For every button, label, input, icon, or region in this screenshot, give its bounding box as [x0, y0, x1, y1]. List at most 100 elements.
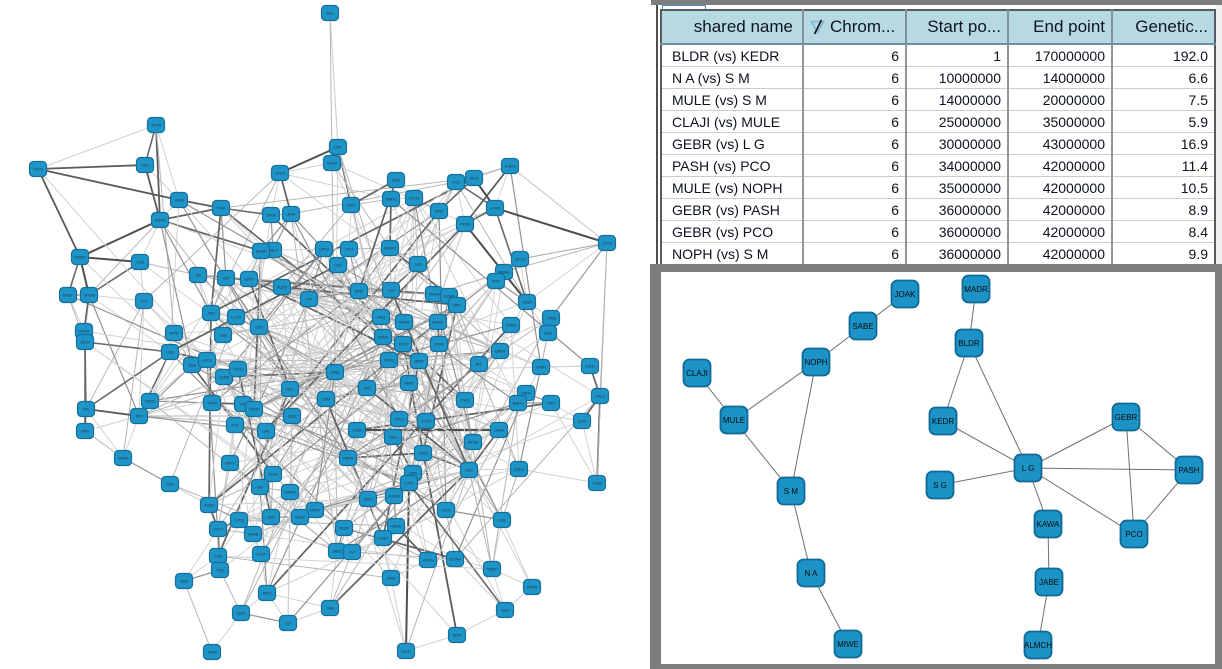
svg-text:SDLL: SDLL [326, 11, 336, 16]
svg-text:BPSF: BPSF [414, 359, 424, 364]
svg-text:RVFY: RVFY [225, 461, 235, 466]
svg-text:TTBJ: TTBJ [216, 568, 225, 573]
svg-text:UJF: UJF [415, 262, 422, 267]
svg-text:XJDG: XJDG [418, 451, 428, 456]
svg-text:EGMR: EGMR [256, 249, 267, 254]
svg-text:VBFH: VBFH [521, 391, 531, 396]
svg-text:CGE: CGE [498, 518, 506, 523]
svg-text:DFLW: DFLW [275, 171, 285, 176]
svg-text:RTT: RTT [136, 414, 144, 419]
svg-text:BPL: BPL [476, 362, 484, 367]
svg-text:VXDH: VXDH [434, 342, 444, 347]
svg-text:FIYD: FIYD [399, 342, 407, 347]
svg-text:ZDDK: ZDDK [378, 335, 388, 340]
svg-text:PASH: PASH [1178, 466, 1199, 475]
svg-text:QAL: QAL [262, 429, 270, 434]
svg-text:HYVM: HYVM [490, 206, 500, 211]
svg-text:TBLA: TBLA [269, 248, 278, 253]
svg-text:QZXI: QZXI [237, 611, 245, 616]
svg-text:ZVJ: ZVJ [349, 550, 356, 555]
svg-text:NWOP: NWOP [74, 255, 86, 260]
svg-text:AIG: AIG [257, 485, 263, 490]
svg-text:LEX: LEX [285, 621, 292, 626]
svg-text:CJCQ: CJCQ [234, 518, 244, 523]
svg-text:YYGX: YYGX [421, 419, 432, 424]
svg-text:QSA: QSA [188, 363, 196, 368]
svg-text:IKJK: IKJK [492, 279, 500, 284]
svg-text:AFPL: AFPL [263, 591, 273, 596]
svg-text:VJG: VJG [240, 402, 247, 407]
svg-text:XVXF: XVXF [256, 552, 266, 557]
svg-text:GZX: GZX [255, 325, 263, 330]
svg-text:SABE: SABE [852, 322, 873, 331]
svg-text:UCWD: UCWD [443, 294, 455, 299]
svg-text:TQGX: TQGX [249, 407, 260, 412]
svg-text:WIC: WIC [466, 468, 473, 473]
svg-text:VEHJ: VEHJ [363, 497, 372, 502]
svg-text:OALG: OALG [595, 394, 605, 399]
svg-text:SHQ: SHQ [377, 315, 385, 320]
svg-text:JBO: JBO [208, 311, 215, 316]
svg-text:WTBG: WTBG [423, 558, 434, 563]
svg-text:KDH: KDH [141, 163, 149, 168]
svg-text:XWYH: XWYH [429, 292, 440, 297]
svg-text:LVU: LVU [388, 288, 395, 293]
svg-text:DEY: DEY [286, 387, 294, 392]
svg-text:ORGN: ORGN [84, 293, 95, 298]
svg-text:WLCZ: WLCZ [515, 257, 526, 262]
svg-text:LYGO: LYGO [378, 536, 388, 541]
svg-text:BMCO: BMCO [513, 401, 524, 406]
svg-text:DAB: DAB [326, 606, 334, 611]
svg-text:VUUC: VUUC [401, 649, 412, 654]
svg-text:AWE: AWE [180, 579, 189, 584]
svg-text:PUT: PUT [231, 423, 239, 428]
svg-text:LRIT: LRIT [334, 145, 342, 150]
svg-text:NFTE: NFTE [169, 331, 179, 336]
svg-text:CULI: CULI [334, 263, 342, 268]
svg-text:CHMC: CHMC [506, 323, 517, 328]
svg-text:LCOD: LCOD [231, 315, 241, 320]
svg-text:PKSA: PKSA [460, 222, 470, 227]
svg-text:SESP: SESP [522, 300, 532, 305]
svg-text:MSUY: MSUY [295, 515, 306, 520]
svg-text:EMSN: EMSN [118, 456, 129, 461]
svg-text:SXM: SXM [322, 397, 330, 402]
svg-text:IYR: IYR [306, 297, 312, 302]
svg-text:CSA: CSA [136, 260, 144, 265]
svg-text:XUY: XUY [140, 299, 148, 304]
svg-text:GZB: GZB [219, 333, 227, 338]
svg-text:ZNIQ: ZNIQ [331, 370, 340, 375]
svg-text:QABA: QABA [495, 349, 506, 354]
svg-text:CSSB: CSSB [592, 481, 602, 486]
svg-text:BZM: BZM [166, 482, 174, 487]
svg-text:GPC: GPC [453, 303, 461, 308]
svg-text:PMD: PMD [81, 429, 89, 434]
svg-text:SXYY: SXYY [244, 277, 254, 282]
svg-text:XUNH: XUNH [585, 364, 596, 369]
svg-text:EFBR: EFBR [536, 365, 546, 370]
svg-text:DQEU: DQEU [514, 467, 525, 472]
svg-text:BLDR: BLDR [958, 339, 980, 348]
svg-text:CXOU: CXOU [602, 241, 613, 246]
svg-text:KKOI: KKOI [442, 508, 451, 513]
svg-text:L G: L G [1022, 464, 1035, 473]
svg-text:GEBR: GEBR [1115, 413, 1138, 422]
svg-text:UFRF: UFRF [266, 213, 276, 218]
svg-text:UZO: UZO [544, 331, 552, 336]
svg-text:WLWT: WLWT [79, 329, 91, 334]
svg-text:TFVW: TFVW [151, 123, 162, 128]
svg-text:RJF: RJF [223, 276, 230, 281]
svg-text:VYBB: VYBB [546, 316, 556, 321]
svg-text:RQDS: RQDS [277, 285, 288, 290]
svg-text:YCAS: YCAS [268, 472, 278, 477]
svg-text:HQN: HQN [409, 471, 417, 476]
svg-text:CLAJI: CLAJI [686, 369, 708, 378]
svg-text:ECWH: ECWH [449, 557, 460, 562]
svg-text:LUWA: LUWA [494, 428, 505, 433]
svg-text:NKZE: NKZE [145, 399, 155, 404]
svg-text:XIWL: XIWL [435, 209, 445, 214]
svg-text:NXHB: NXHB [248, 532, 259, 537]
svg-text:BIUE: BIUE [470, 176, 479, 181]
svg-text:CND: CND [214, 554, 222, 559]
svg-text:SZJX: SZJX [578, 419, 587, 424]
